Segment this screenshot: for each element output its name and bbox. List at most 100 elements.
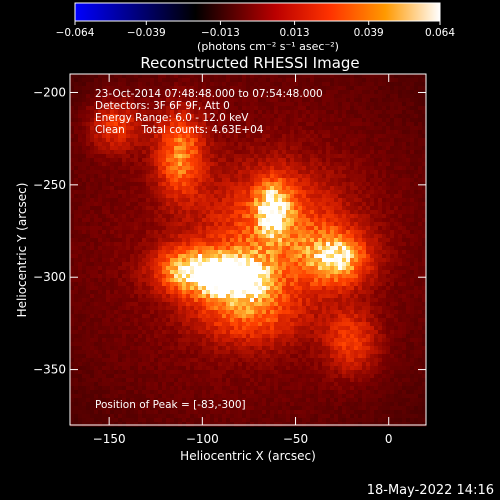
heatmap-pixel [362, 210, 367, 215]
heatmap-pixel [402, 110, 407, 115]
heatmap-pixel [302, 278, 307, 283]
heatmap-pixel [210, 94, 215, 99]
heatmap-pixel [142, 262, 147, 267]
heatmap-pixel [122, 174, 127, 179]
heatmap-pixel [314, 198, 319, 203]
heatmap-pixel [422, 238, 427, 243]
heatmap-pixel [198, 150, 203, 155]
heatmap-pixel [234, 206, 239, 211]
heatmap-pixel [146, 138, 151, 143]
heatmap-pixel [330, 214, 335, 219]
heatmap-pixel [174, 290, 179, 295]
heatmap-pixel [238, 162, 243, 167]
heatmap-pixel [422, 222, 427, 227]
heatmap-pixel [218, 182, 223, 187]
heatmap-pixel [346, 82, 351, 87]
heatmap-pixel [270, 178, 275, 183]
heatmap-pixel [282, 166, 287, 171]
heatmap-pixel [174, 74, 179, 79]
heatmap-pixel [134, 110, 139, 115]
heatmap-pixel [378, 162, 383, 167]
heatmap-pixel [402, 262, 407, 267]
heatmap-pixel [322, 218, 327, 223]
heatmap-pixel [154, 118, 159, 123]
heatmap-pixel [206, 190, 211, 195]
heatmap-pixel [398, 154, 403, 159]
heatmap-pixel [390, 154, 395, 159]
heatmap-pixel [410, 266, 415, 271]
heatmap-pixel [154, 290, 159, 295]
heatmap-pixel [342, 98, 347, 103]
heatmap-pixel [358, 214, 363, 219]
heatmap-pixel [206, 226, 211, 231]
heatmap-pixel [398, 82, 403, 87]
heatmap-pixel [294, 230, 299, 235]
heatmap-pixel [242, 270, 247, 275]
heatmap-pixel [338, 246, 343, 251]
heatmap-pixel [114, 114, 119, 119]
heatmap-pixel [162, 266, 167, 271]
heatmap-pixel [218, 74, 223, 79]
heatmap-pixel [170, 226, 175, 231]
heatmap-pixel [378, 74, 383, 79]
heatmap-pixel [374, 210, 379, 215]
heatmap-pixel [178, 142, 183, 147]
heatmap-pixel [366, 254, 371, 259]
heatmap-pixel [398, 78, 403, 83]
heatmap-pixel [226, 86, 231, 91]
heatmap-pixel [234, 150, 239, 155]
heatmap-pixel [350, 130, 355, 135]
heatmap-pixel [234, 266, 239, 271]
heatmap-pixel [242, 198, 247, 203]
heatmap-pixel [202, 146, 207, 151]
heatmap-pixel [410, 274, 415, 279]
heatmap-pixel [222, 162, 227, 167]
colorbar-tick-label: 0.013 [280, 27, 310, 39]
heatmap-pixel [186, 210, 191, 215]
heatmap-pixel [194, 90, 199, 95]
heatmap-pixel [338, 166, 343, 171]
heatmap-pixel [202, 218, 207, 223]
heatmap-pixel [270, 110, 275, 115]
heatmap-pixel [134, 118, 139, 123]
heatmap-pixel [354, 214, 359, 219]
heatmap-pixel [238, 146, 243, 151]
heatmap-pixel [90, 230, 95, 235]
heatmap-pixel [262, 186, 267, 191]
heatmap-pixel [114, 122, 119, 127]
heatmap-pixel [78, 158, 83, 163]
heatmap-pixel [90, 294, 95, 299]
heatmap-pixel [406, 138, 411, 143]
heatmap-pixel [414, 102, 419, 107]
heatmap-pixel [74, 218, 79, 223]
heatmap-pixel [178, 258, 183, 263]
heatmap-pixel [154, 114, 159, 119]
heatmap-pixel [298, 110, 303, 115]
heatmap-pixel [190, 102, 195, 107]
heatmap-pixel [70, 286, 75, 291]
heatmap-pixel [174, 118, 179, 123]
heatmap-pixel [314, 186, 319, 191]
heatmap-pixel [154, 186, 159, 191]
heatmap-pixel [90, 138, 95, 143]
heatmap-pixel [210, 274, 215, 279]
heatmap-pixel [134, 238, 139, 243]
heatmap-pixel [282, 286, 287, 291]
heatmap-pixel [70, 170, 75, 175]
heatmap-pixel [414, 74, 419, 79]
heatmap-pixel [162, 250, 167, 255]
heatmap-pixel [142, 74, 147, 79]
heatmap-pixel [390, 94, 395, 99]
heatmap-pixel [118, 146, 123, 151]
heatmap-pixel [158, 158, 163, 163]
heatmap-pixel [94, 286, 99, 291]
heatmap-pixel [242, 154, 247, 159]
heatmap-pixel [90, 286, 95, 291]
heatmap-pixel [250, 114, 255, 119]
heatmap-pixel [86, 278, 91, 283]
heatmap-pixel [130, 90, 135, 95]
heatmap-pixel [178, 262, 183, 267]
heatmap-pixel [142, 82, 147, 87]
heatmap-pixel [358, 282, 363, 287]
heatmap-pixel [206, 78, 211, 83]
